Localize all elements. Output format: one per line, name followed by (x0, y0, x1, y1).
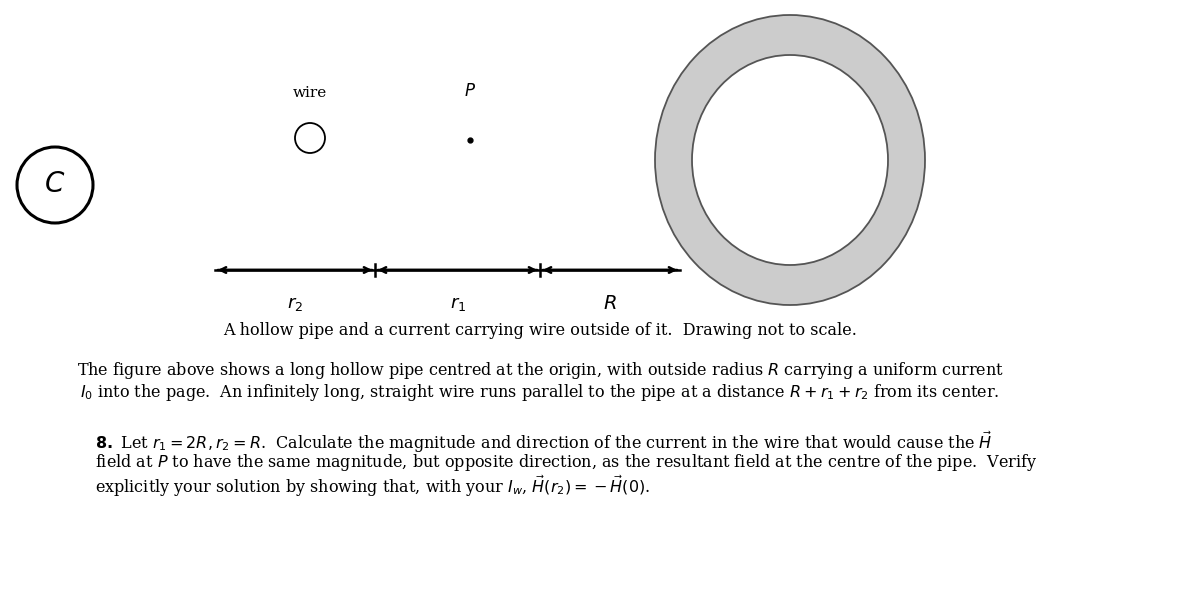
Text: $I_0$ into the page.  An infinitely long, straight wire runs parallel to the pip: $I_0$ into the page. An infinitely long,… (80, 382, 1000, 403)
Text: $\mathbf{8.}$ Let $r_1 = 2R, r_2 = R$.  Calculate the magnitude and direction of: $\mathbf{8.}$ Let $r_1 = 2R, r_2 = R$. C… (95, 430, 992, 455)
Text: A hollow pipe and a current carrying wire outside of it.  Drawing not to scale.: A hollow pipe and a current carrying wir… (223, 322, 857, 339)
Ellipse shape (655, 15, 925, 305)
Text: $r_2$: $r_2$ (287, 295, 304, 313)
Text: $P$: $P$ (464, 83, 476, 100)
Text: $R$: $R$ (604, 295, 617, 313)
Ellipse shape (692, 55, 888, 265)
Text: wire: wire (293, 86, 328, 100)
Text: field at $P$ to have the same magnitude, but opposite direction, as the resultan: field at $P$ to have the same magnitude,… (95, 452, 1038, 473)
Text: $r_1$: $r_1$ (450, 295, 466, 313)
Text: $\it{C}$: $\it{C}$ (44, 171, 66, 198)
Text: explicitly your solution by showing that, with your $I_w$, $\vec{H}(r_2) = -\vec: explicitly your solution by showing that… (95, 474, 650, 499)
Text: The figure above shows a long hollow pipe centred at the origin, with outside ra: The figure above shows a long hollow pip… (77, 360, 1003, 381)
